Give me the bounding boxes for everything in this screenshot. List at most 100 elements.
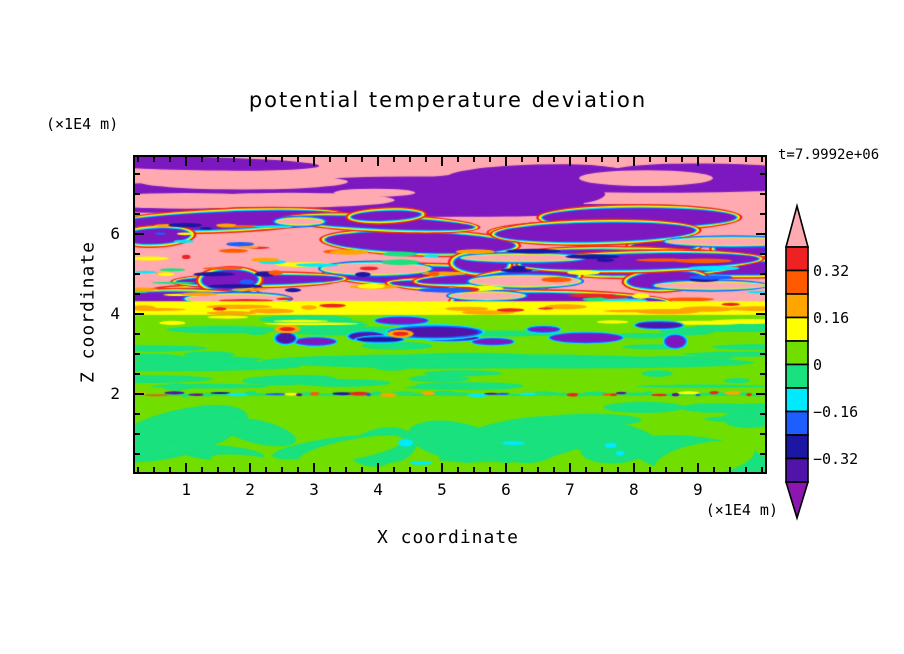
x-axis-unit-label: (×1E4 m): [705, 501, 778, 519]
colorbar-label: −0.16: [813, 402, 859, 421]
x-minor-tick: [169, 157, 172, 162]
x-major-tick: [249, 157, 252, 166]
x-minor-tick: [265, 157, 268, 162]
colorbar-segment: [785, 434, 809, 460]
x-minor-tick: [760, 467, 763, 472]
colorbar-segment: [785, 316, 809, 342]
colorbar-label: 0.16: [813, 308, 850, 327]
x-minor-tick: [137, 157, 140, 162]
x-major-tick: [568, 157, 571, 166]
x-minor-tick: [600, 467, 603, 472]
x-minor-tick: [361, 467, 364, 472]
x-major-tick: [504, 463, 507, 472]
chart-title: potential temperature deviation: [248, 88, 648, 112]
x-minor-tick: [281, 467, 284, 472]
x-minor-tick: [760, 157, 763, 162]
x-minor-tick: [536, 157, 539, 162]
y-tick-label: 2: [110, 384, 120, 404]
x-minor-tick: [536, 467, 539, 472]
x-minor-tick: [153, 467, 156, 472]
x-major-tick: [632, 463, 635, 472]
x-minor-tick: [584, 467, 587, 472]
x-tick-label: 8: [629, 480, 639, 499]
y-tick-label: 6: [110, 224, 120, 244]
x-minor-tick: [456, 157, 459, 162]
y-minor-tick: [135, 273, 140, 276]
time-label: t=7.9992e+06: [778, 147, 880, 163]
y-tick-label: 4: [110, 304, 120, 324]
y-minor-tick: [135, 293, 140, 296]
y-minor-tick: [760, 413, 765, 416]
colorbar-segment: [785, 457, 809, 483]
x-minor-tick: [217, 157, 220, 162]
colorbar-label: −0.32: [813, 449, 859, 468]
y-minor-tick: [135, 193, 140, 196]
x-minor-tick: [488, 157, 491, 162]
x-minor-tick: [281, 157, 284, 162]
y-major-tick: [135, 393, 144, 396]
y-minor-tick: [760, 453, 765, 455]
colorbar-label: 0: [813, 355, 823, 374]
x-major-tick: [185, 157, 188, 166]
colorbar-segment: [785, 410, 809, 436]
colorbar-segment: [785, 363, 809, 389]
y-minor-tick: [135, 353, 140, 356]
x-major-tick: [313, 463, 316, 472]
y-minor-tick: [135, 373, 140, 376]
colorbar: 0.32 0.16 0 −0.16 −0.32: [782, 200, 902, 522]
x-minor-tick: [728, 157, 731, 162]
x-minor-tick: [680, 157, 683, 162]
x-minor-tick: [712, 157, 715, 162]
y-minor-tick: [135, 173, 140, 176]
y-minor-tick: [135, 453, 140, 455]
y-minor-tick: [760, 333, 765, 336]
x-minor-tick: [393, 467, 396, 472]
x-tick-label: 4: [373, 480, 383, 499]
x-major-tick: [185, 463, 188, 472]
colorbar-graphic: [784, 202, 810, 521]
x-minor-tick: [409, 157, 412, 162]
x-minor-tick: [265, 467, 268, 472]
x-minor-tick: [153, 157, 156, 162]
x-minor-tick: [297, 157, 300, 162]
x-minor-tick: [233, 467, 236, 472]
x-tick-label: 2: [245, 480, 255, 499]
x-major-tick: [696, 157, 699, 166]
colorbar-top-arrow: [784, 202, 810, 248]
x-major-tick: [441, 157, 443, 166]
y-minor-tick: [760, 433, 765, 436]
y-major-tick: [756, 393, 765, 396]
colorbar-bottom-arrow: [784, 481, 810, 521]
x-minor-tick: [648, 467, 651, 472]
x-minor-tick: [712, 467, 715, 472]
y-minor-tick: [135, 213, 140, 216]
y-minor-tick: [760, 273, 765, 276]
y-major-tick: [135, 313, 144, 316]
x-minor-tick: [297, 467, 300, 472]
x-minor-tick: [409, 467, 412, 472]
x-minor-tick: [472, 467, 475, 472]
y-major-tick: [756, 233, 765, 236]
y-minor-tick: [760, 173, 765, 176]
y-major-tick: [756, 313, 765, 316]
x-minor-tick: [600, 157, 603, 162]
x-minor-tick: [137, 467, 140, 472]
x-minor-tick: [584, 157, 587, 162]
x-minor-tick: [345, 157, 348, 162]
x-minor-tick: [425, 467, 427, 472]
x-minor-tick: [616, 467, 619, 472]
x-minor-tick: [520, 467, 523, 472]
x-minor-tick: [744, 157, 747, 162]
colorbar-label: 0.32: [813, 261, 850, 280]
x-minor-tick: [680, 467, 683, 472]
x-minor-tick: [329, 467, 332, 472]
x-major-tick: [313, 157, 316, 166]
x-minor-tick: [648, 157, 651, 162]
colorbar-segment: [785, 387, 809, 413]
x-tick-label: 9: [693, 480, 703, 499]
x-major-tick: [441, 463, 443, 472]
x-tick-label: 7: [565, 480, 575, 499]
x-minor-tick: [744, 467, 747, 472]
y-minor-tick: [760, 293, 765, 296]
